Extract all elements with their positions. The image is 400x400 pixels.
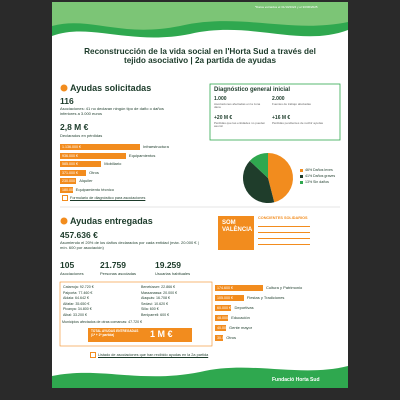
- bar-name: Fiestas y Tradiciones: [246, 295, 285, 300]
- stat-text: Personas asociadas: [100, 271, 137, 276]
- municipality: Sedaví: 10.620 €: [141, 301, 169, 306]
- campaign-line: [258, 226, 310, 227]
- legend-name: Daños leves: [313, 168, 333, 172]
- legend-swatch: [300, 168, 303, 172]
- bar: 180.000 €: [60, 186, 78, 193]
- bar-name: Educación: [231, 315, 250, 320]
- title: Reconstrucción de la vida social en l'Ho…: [84, 47, 316, 66]
- link[interactable]: Listado de asociaciones que han recibido…: [90, 352, 210, 358]
- box-title: Diagnóstico general inicial: [214, 87, 291, 93]
- stat: 457.636 €: [60, 230, 98, 240]
- municipality: Massanassa: 20.000 €: [141, 290, 178, 295]
- logo: SOM VALÈNCIA: [222, 220, 253, 233]
- bar: 936.000 €: [60, 152, 126, 159]
- link-text: Formulario de diagnóstico para asociacio…: [70, 196, 146, 200]
- item-value: +16 M €: [272, 115, 291, 121]
- bar-name: Gente mayor: [228, 325, 253, 330]
- bar-name: Mobiliario: [104, 161, 122, 166]
- pie-slice: [249, 153, 268, 178]
- bar-name: Equipamiento técnico: [75, 186, 114, 192]
- item-value: 2.000: [272, 96, 285, 102]
- other-municipalities: Municipios afectados de otras comarcas: …: [62, 320, 143, 324]
- bar: 60.000 €: [215, 305, 232, 311]
- pie-slice: [243, 160, 275, 203]
- item-value: +20 M €: [214, 115, 233, 121]
- stat-text: Usuarias habituales: [155, 271, 191, 276]
- bar: 105.000 €: [215, 295, 244, 301]
- campaign-line: [258, 238, 310, 239]
- heading: Ayudas solicitadas: [70, 83, 152, 93]
- campaign-title: CONCIENTES SOLIDARIOS: [258, 216, 308, 220]
- brand: Fundació Horta Sud: [272, 377, 320, 383]
- municipality: Benetússer: 22.866 €: [141, 285, 176, 289]
- legend-value: 41%: [305, 174, 313, 178]
- bar-name: Infraestructura: [143, 144, 169, 149]
- bar: 48.000 €: [215, 315, 231, 321]
- item-text: Pérdidas pendientes de recibir ayudas: [272, 121, 324, 125]
- legend-swatch: [300, 174, 303, 178]
- stat-text: Asumiendo el 20% de los daños declarados…: [60, 240, 199, 250]
- legend-name: Daños graves: [313, 174, 336, 178]
- municipality: Silla: 600 €: [141, 307, 159, 312]
- bar: 585.000 €: [60, 161, 102, 167]
- bar: 30.000 €: [215, 335, 231, 341]
- link-text: Listado de asociaciones que han recibido…: [98, 353, 209, 357]
- municipality: Catarroja: 92.720 €: [63, 285, 94, 289]
- bar: 174.600 €: [215, 285, 263, 291]
- note: *Datos extraídos el 31/10/2024 y el 30/0…: [255, 5, 318, 9]
- item-text: Asociaciones afectadas en la zona dana: [214, 102, 261, 110]
- legend-value: 13%: [305, 180, 313, 184]
- municipality: Aldaia: 64.642 €: [63, 296, 89, 301]
- legend-name: Sin daños: [313, 180, 329, 184]
- bar-name: Equipamientos: [128, 152, 156, 158]
- pie-slice: [268, 152, 294, 203]
- campaign-line: [258, 232, 310, 233]
- bar: 371.000 €: [60, 169, 87, 176]
- bar-name: Alquiler: [79, 178, 93, 183]
- bar-name: Otros: [89, 169, 99, 175]
- bar-name: Cultura y Patrimonio: [266, 285, 303, 290]
- total-label: TOTAL AYUDAS ENTREGADAS (1ª + 2ª partida…: [91, 329, 139, 337]
- legend-value: 46%: [305, 168, 313, 172]
- bar: 1.136.000 €: [60, 144, 140, 150]
- item-value: 1.000: [214, 96, 227, 102]
- stat: 105: [60, 260, 75, 270]
- bar: 230.000 €: [60, 178, 78, 184]
- bar: 40.000 €: [215, 325, 231, 331]
- item-text: Pérdidas que las entidades no pueden asu…: [214, 121, 266, 129]
- link[interactable]: Formulario de diagnóstico para asociacio…: [62, 195, 145, 201]
- municipality: Picanya: 34.800 €: [63, 307, 92, 312]
- item-text: Fuentes de trabajo afectadas: [272, 102, 311, 106]
- municipality: Alaquàs: 16.708 €: [141, 296, 170, 301]
- municipality: Beniparrell: 600 €: [141, 313, 170, 317]
- stat-text: Asociaciones: [60, 271, 84, 276]
- campaign-line: [258, 244, 310, 245]
- total-value: 1 M €: [150, 329, 173, 339]
- stat: 21.759: [100, 260, 126, 270]
- stat: 2,8 M €: [60, 122, 89, 132]
- bar-name: Deportivas: [234, 305, 254, 310]
- stat: 116: [60, 96, 74, 106]
- heading: Ayudas entregadas: [70, 216, 153, 226]
- stat-text: Declarados en pérdidas: [60, 133, 103, 138]
- bar-name: Otros: [226, 335, 237, 340]
- municipality: Albal: 33.200 €: [63, 313, 87, 317]
- municipality: Alfafar: 35.650 €: [63, 301, 90, 306]
- legend-swatch: [300, 180, 303, 184]
- stat-text: Asociaciones: 41 no declaran ningún tipo…: [60, 106, 164, 116]
- municipality: Paiporta: 77.460 €: [63, 290, 93, 295]
- stat: 19.259: [155, 260, 181, 270]
